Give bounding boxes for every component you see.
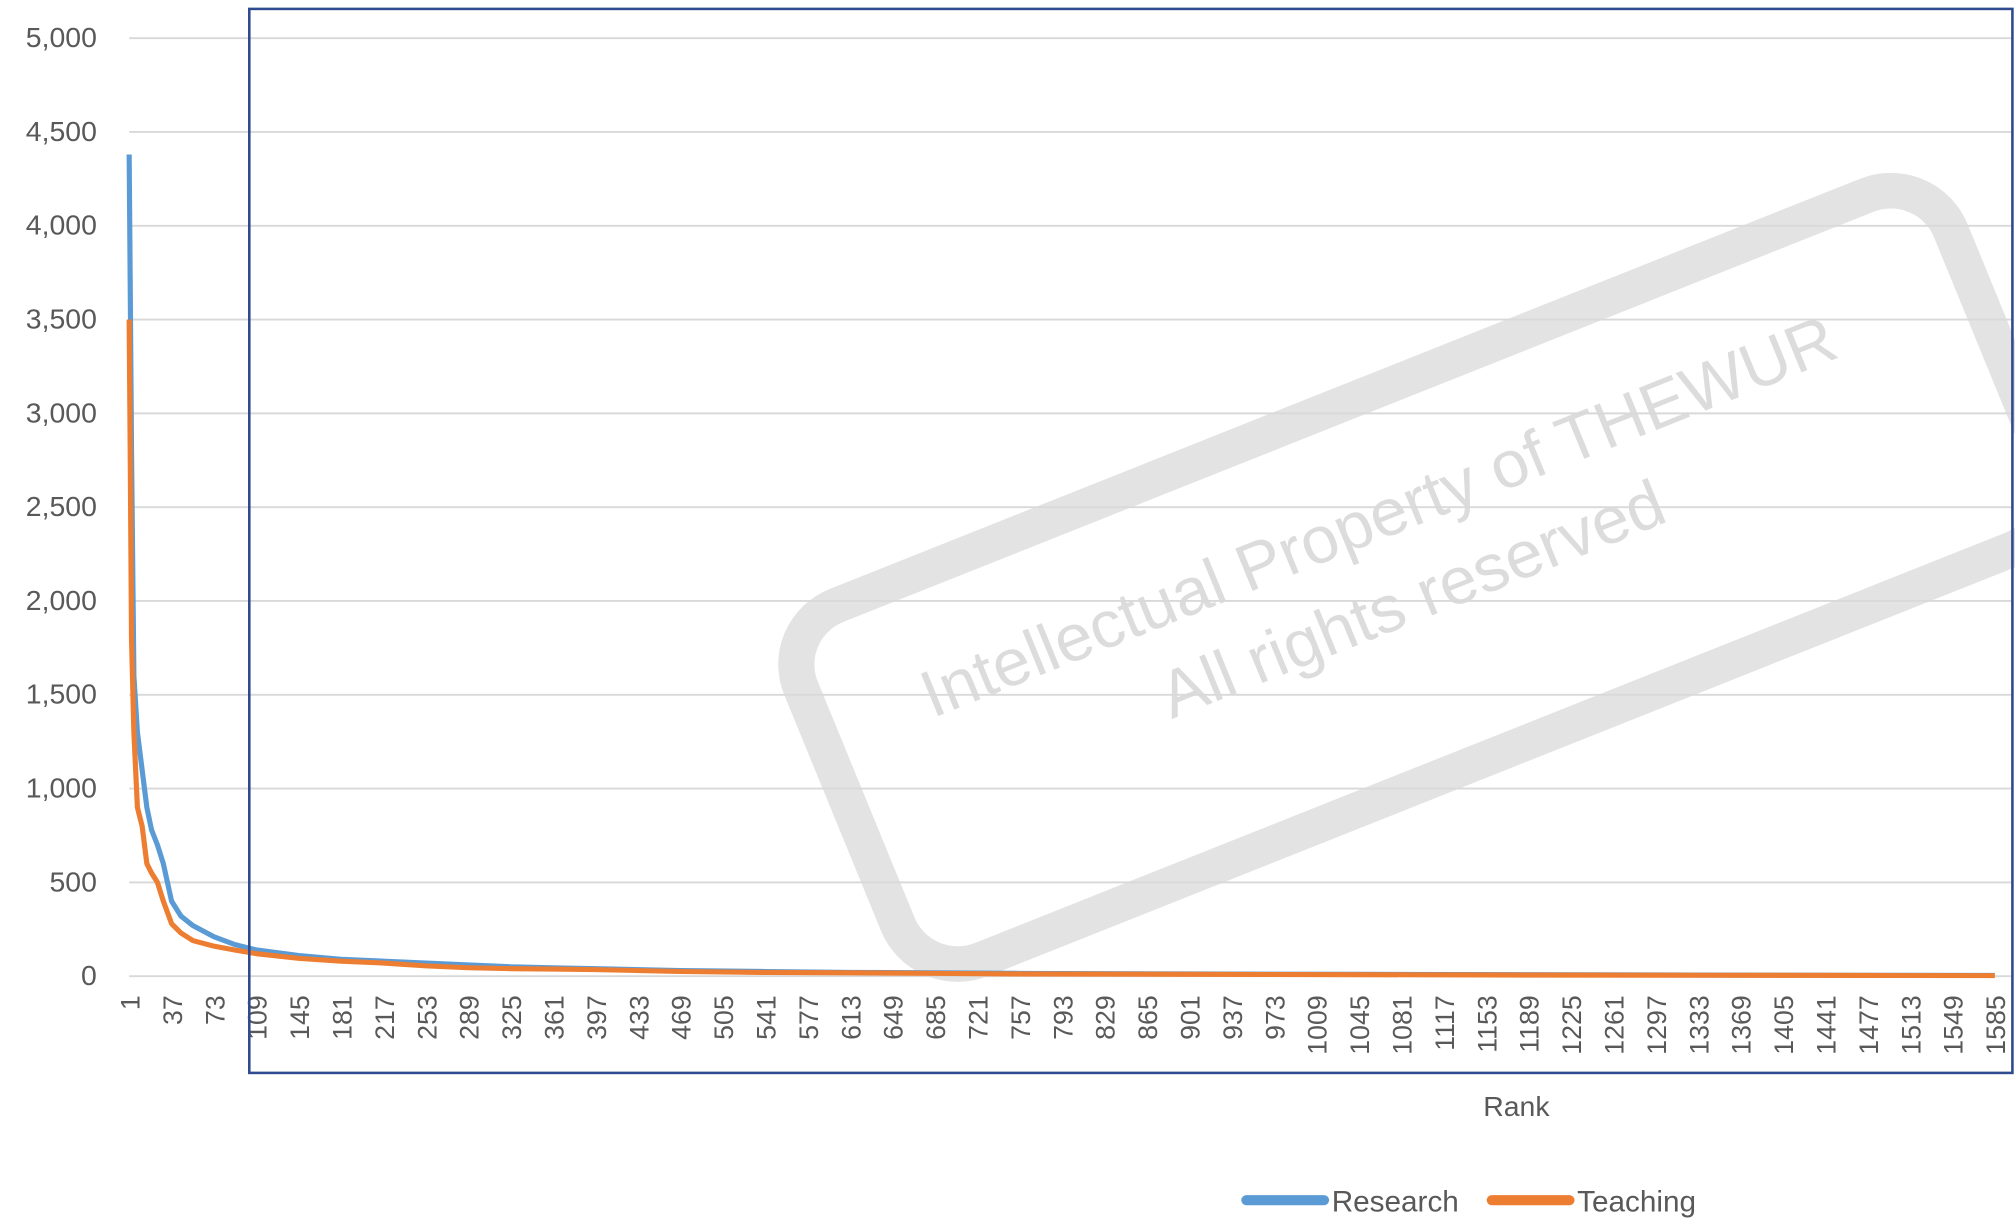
y-tick-label: 4,000 (26, 209, 97, 241)
y-tick-label: 4,500 (26, 115, 97, 147)
x-tick-label: 1477 (1854, 995, 1884, 1054)
x-tick-label: 1333 (1684, 995, 1714, 1054)
x-tick-label: 469 (667, 995, 697, 1040)
x-tick-label: 1549 (1939, 995, 1969, 1054)
y-tick-label: 1,500 (26, 678, 97, 710)
x-tick-label: 685 (921, 995, 951, 1040)
y-tick-label: 5,000 (26, 21, 97, 53)
x-tick-label: 793 (1048, 995, 1078, 1040)
x-tick-label: 1513 (1896, 995, 1926, 1054)
y-tick-label: 3,000 (26, 396, 97, 428)
y-tick-label: 3,500 (26, 303, 97, 335)
x-tick-label: 1369 (1727, 995, 1757, 1054)
x-tick-label: 829 (1091, 995, 1121, 1040)
x-tick-label: 253 (412, 995, 442, 1040)
y-tick-label: 0 (81, 959, 97, 991)
x-tick-label: 541 (751, 995, 781, 1040)
y-tick-label: 500 (49, 865, 96, 897)
highlight-box (248, 7, 2014, 1075)
x-tick-label: 1261 (1599, 995, 1629, 1054)
x-tick-label: 1225 (1557, 995, 1587, 1054)
watermark: Intellectual Property of THEWUR All righ… (778, 172, 2015, 982)
x-tick-label: 361 (539, 995, 569, 1040)
x-tick-label: 1045 (1345, 995, 1375, 1054)
x-tick-label: 1189 (1515, 995, 1545, 1052)
x-tick-label: 505 (709, 995, 739, 1040)
x-tick-label: 1081 (1387, 995, 1417, 1054)
x-tick-label: 1153 (1472, 995, 1502, 1052)
plot (126, 154, 1995, 979)
y-tick-label: 1,000 (26, 772, 97, 804)
x-tick-label: 1 (115, 995, 145, 1010)
x-tick-label: 937 (1218, 995, 1248, 1040)
legend-label: Teaching (1577, 1186, 1696, 1219)
x-tick-label: 649 (879, 995, 909, 1040)
x-tick-label: 433 (624, 995, 654, 1040)
x-tick-label: 721 (963, 995, 993, 1040)
series-line (126, 154, 1995, 978)
x-tick-label: 109 (243, 995, 273, 1040)
x-tick-label: 757 (1006, 995, 1036, 1040)
x-tick-label: 73 (200, 995, 230, 1025)
x-tick-label: 37 (158, 995, 188, 1025)
x-tick-label: 973 (1260, 995, 1290, 1040)
y-tick-label: 2,500 (26, 490, 97, 522)
x-tick-label: 181 (327, 995, 357, 1040)
x-tick-label: 289 (455, 995, 485, 1040)
x-tick-label: 397 (582, 995, 612, 1040)
x-tick-label: 145 (285, 995, 315, 1040)
watermark-frame (778, 172, 2015, 982)
x-tick-label: 1441 (1811, 995, 1841, 1054)
x-tick-label: 325 (497, 995, 527, 1040)
x-axis-label: Rank (1483, 1090, 1550, 1122)
x-tick-label: 1009 (1303, 995, 1333, 1054)
x-tick-label: 1585 (1981, 995, 2011, 1054)
grid: 0 500 1,000 1,500 2,000 2,500 3,000 3,500 4,000 4… (26, 21, 2013, 1055)
x-tick-label: 1405 (1769, 995, 1799, 1054)
legend-label: Research (1332, 1186, 1459, 1219)
y-tick-label: 2,000 (26, 584, 97, 616)
x-tick-label: 901 (1175, 995, 1205, 1040)
x-tick-label: 865 (1133, 995, 1163, 1040)
series-line (126, 319, 1995, 979)
x-tick-label: 1297 (1642, 995, 1672, 1054)
legend: Research Teaching (1241, 1186, 1696, 1219)
x-tick-label: 217 (370, 995, 400, 1040)
x-tick-label: 613 (836, 995, 866, 1040)
x-tick-label: 577 (794, 995, 824, 1040)
x-tick-label: 1117 (1430, 995, 1460, 1050)
